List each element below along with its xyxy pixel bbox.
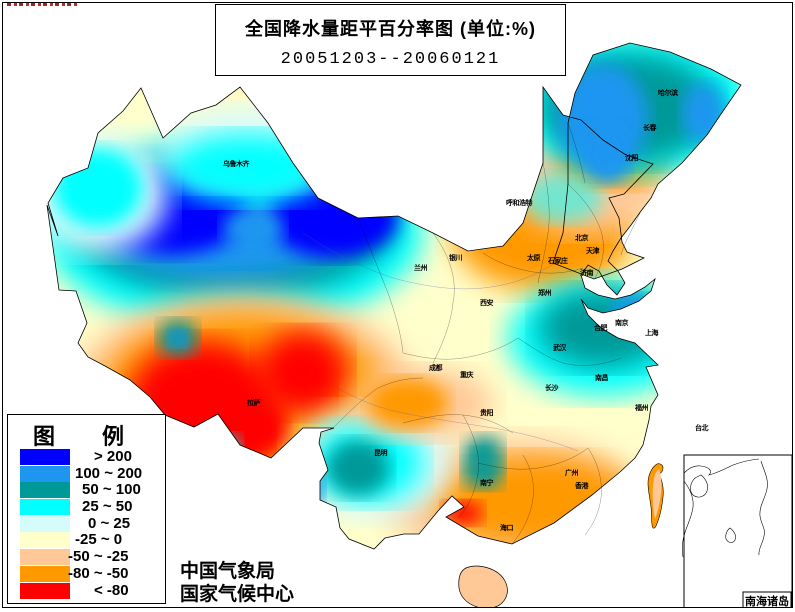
svg-text:济南: 济南 <box>580 268 594 277</box>
svg-text:南京: 南京 <box>615 318 629 327</box>
svg-text:沈阳: 沈阳 <box>625 153 639 162</box>
svg-text:北京: 北京 <box>575 233 589 242</box>
svg-text:台北: 台北 <box>695 423 709 432</box>
svg-text:郑州: 郑州 <box>538 288 552 297</box>
svg-text:合肥: 合肥 <box>593 323 608 332</box>
svg-text:乌鲁木齐: 乌鲁木齐 <box>223 159 250 168</box>
svg-text:西安: 西安 <box>480 298 493 307</box>
svg-text:天津: 天津 <box>586 246 600 255</box>
svg-text:上海: 上海 <box>645 328 659 337</box>
svg-text:呼和浩特: 呼和浩特 <box>506 198 532 207</box>
svg-text:长春: 长春 <box>643 123 658 132</box>
svg-text:海口: 海口 <box>500 523 514 532</box>
svg-text:石家庄: 石家庄 <box>547 256 568 265</box>
svg-text:太原: 太原 <box>527 253 541 262</box>
svg-text:南海诸岛: 南海诸岛 <box>745 594 789 608</box>
svg-text:福州: 福州 <box>634 403 649 412</box>
svg-text:南宁: 南宁 <box>480 478 493 487</box>
svg-text:南昌: 南昌 <box>595 373 609 382</box>
svg-text:兰州: 兰州 <box>414 263 427 272</box>
svg-text:贵阳: 贵阳 <box>480 408 493 417</box>
svg-text:昆明: 昆明 <box>374 448 387 457</box>
svg-text:拉萨: 拉萨 <box>247 398 260 407</box>
svg-text:广州: 广州 <box>565 468 579 477</box>
svg-text:长沙: 长沙 <box>545 383 559 392</box>
svg-text:重庆: 重庆 <box>460 370 473 379</box>
svg-text:银川: 银川 <box>449 253 462 262</box>
svg-text:成都: 成都 <box>429 363 442 372</box>
svg-text:武汉: 武汉 <box>553 343 568 352</box>
svg-text:香港: 香港 <box>574 481 590 490</box>
svg-text:哈尔滨: 哈尔滨 <box>658 88 678 97</box>
